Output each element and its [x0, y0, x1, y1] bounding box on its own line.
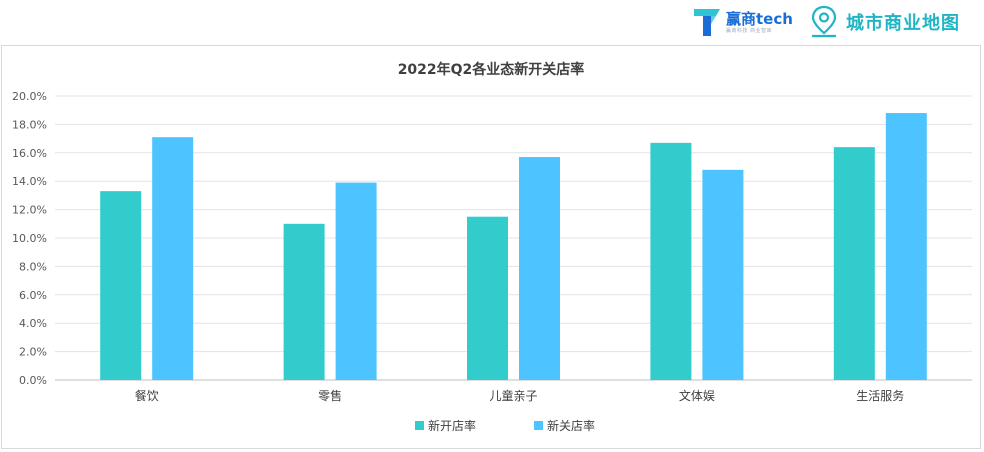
y-tick-label: 4.0%: [19, 317, 47, 330]
y-tick-label: 16.0%: [12, 147, 47, 160]
y-tick-label: 14.0%: [12, 175, 47, 188]
winshang-t-logo-icon: [694, 9, 720, 36]
y-tick-label: 8.0%: [19, 260, 47, 273]
legend-swatch: [534, 421, 543, 430]
y-tick-label: 20.0%: [12, 90, 47, 103]
y-tick-label: 10.0%: [12, 232, 47, 245]
bar-layer: [100, 113, 927, 380]
x-category-label: 儿童亲子: [489, 388, 537, 403]
y-tick-label: 0.0%: [19, 374, 47, 387]
bar-chart: 2022年Q2各业态新开关店率 0.0% 2.0% 4.0% 6.0% 8.0% 10.0…: [12, 61, 972, 433]
logo2-text: 城市商业地图: [846, 13, 960, 34]
y-tick-label: 12.0%: [12, 204, 47, 217]
map-pin-icon: [811, 5, 837, 38]
x-category-label: 餐饮: [135, 388, 159, 403]
grid-layer: [55, 95, 972, 381]
bar: [467, 216, 508, 380]
bar: [335, 182, 377, 380]
winshang-tech-logo: 赢商tech 赢商科技 商业智库: [692, 4, 793, 40]
chart-title: 2022年Q2各业态新开关店率: [398, 61, 585, 78]
chart-frame: 2022年Q2各业态新开关店率 0.0% 2.0% 4.0% 6.0% 8.0% 10.0…: [1, 45, 981, 449]
bar: [519, 157, 560, 380]
bar: [100, 191, 142, 380]
bar: [283, 223, 325, 380]
legend-swatch: [415, 421, 424, 430]
logo1-text: 赢商tech: [726, 9, 793, 28]
x-category-label: 文体娱: [679, 388, 715, 403]
y-tick-label: 18.0%: [12, 118, 47, 131]
label-layer: 0.0% 2.0% 4.0% 6.0% 8.0% 10.0% 12.0% 14.0% 16.0%…: [12, 90, 904, 403]
city-business-map-logo: 城市商业地图: [810, 4, 960, 40]
legend-label: 新关店率: [547, 418, 595, 433]
legend: 新开店率 新关店率: [415, 418, 595, 433]
bar: [833, 147, 875, 380]
bar: [152, 137, 194, 380]
logo1-subtext: 赢商科技 商业智库: [726, 27, 773, 34]
header-logos: 赢商tech 赢商科技 商业智库 城市商业地图: [0, 0, 984, 44]
legend-label: 新开店率: [428, 418, 476, 433]
y-tick-label: 6.0%: [19, 289, 47, 302]
bar: [885, 113, 927, 380]
x-category-label: 零售: [318, 388, 342, 403]
bar: [702, 169, 744, 380]
bar: [650, 142, 692, 380]
y-tick-label: 2.0%: [19, 346, 47, 359]
x-category-label: 生活服务: [856, 388, 904, 403]
